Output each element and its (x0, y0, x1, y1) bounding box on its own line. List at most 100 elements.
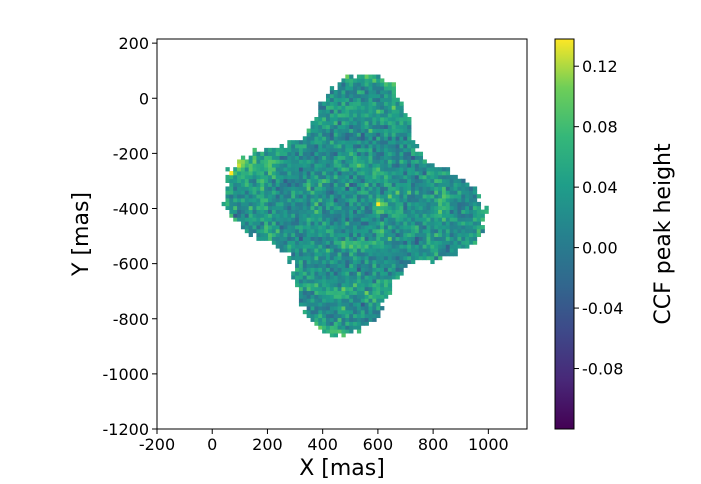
heatmap-cell (353, 144, 358, 149)
heatmap-cell (329, 275, 335, 280)
heatmap-cell (275, 201, 280, 207)
heatmap-cell (426, 213, 431, 218)
heatmap-cell (225, 205, 230, 211)
heatmap-cell (329, 171, 335, 176)
heatmap-cell (430, 240, 435, 245)
heatmap-cell (364, 279, 369, 284)
heatmap-cell (287, 174, 292, 180)
heatmap-cell (395, 113, 400, 118)
heatmap-cell (298, 228, 304, 234)
heatmap-cell (295, 182, 300, 187)
heatmap-cell (438, 198, 443, 203)
heatmap-cell (376, 89, 381, 95)
heatmap-cell (310, 309, 315, 315)
heatmap-cell (268, 163, 273, 168)
heatmap-cell (422, 194, 427, 199)
heatmap-cell (383, 271, 389, 276)
heatmap-cell (314, 155, 319, 160)
heatmap-cell (387, 221, 393, 226)
heatmap-cell (445, 201, 451, 207)
heatmap-cell (291, 159, 296, 164)
heatmap-cell (453, 213, 458, 218)
heatmap-cell (302, 263, 308, 268)
heatmap-cell (302, 255, 308, 261)
heatmap-cell (329, 279, 335, 284)
heatmap-cell (364, 140, 369, 145)
heatmap-cell (325, 267, 331, 272)
heatmap-cell (240, 225, 246, 230)
heatmap-cell (364, 252, 369, 257)
heatmap-cell (349, 236, 354, 241)
heatmap-cell (318, 140, 323, 145)
heatmap-cell (306, 144, 311, 149)
heatmap-cell (465, 209, 470, 214)
heatmap-cell (403, 213, 408, 218)
heatmap-cell (345, 93, 350, 99)
heatmap-cell (310, 174, 315, 180)
heatmap-cell (353, 78, 358, 83)
heatmap-cell (333, 113, 338, 118)
heatmap-cell (337, 217, 342, 222)
heatmap-cell (341, 78, 346, 83)
heatmap-cell (403, 186, 408, 191)
heatmap-cell (341, 248, 346, 253)
heatmap-cell (318, 232, 323, 238)
heatmap-cell (244, 182, 250, 187)
heatmap-cell (325, 105, 331, 110)
heatmap-cell (383, 267, 389, 272)
heatmap-cell (298, 167, 304, 172)
heatmap-cell (318, 267, 323, 272)
heatmap-cell (372, 151, 377, 156)
heatmap-cell (345, 198, 350, 203)
heatmap-cell (275, 228, 280, 234)
heatmap-cell (360, 263, 366, 268)
heatmap-cell (237, 194, 242, 199)
heatmap-cell (337, 263, 342, 268)
heatmap-cell (302, 171, 308, 176)
heatmap-cell (465, 201, 470, 207)
heatmap-cell (248, 221, 253, 226)
heatmap-cell (391, 240, 396, 245)
heatmap-cell (461, 213, 466, 218)
heatmap-cell (240, 182, 246, 187)
heatmap-cell (383, 136, 389, 141)
heatmap-cell (391, 117, 396, 122)
heatmap-cell (329, 244, 335, 249)
heatmap-cell (252, 201, 257, 207)
heatmap-cell (248, 182, 253, 187)
heatmap-cell (244, 228, 250, 234)
heatmap-cell (414, 225, 420, 230)
heatmap-cell (356, 171, 362, 176)
heatmap-cell (322, 105, 327, 110)
heatmap-cell (322, 252, 327, 257)
heatmap-cell (356, 309, 362, 315)
heatmap-cell (403, 209, 408, 214)
heatmap-cell (356, 120, 362, 126)
heatmap-cell (252, 155, 257, 160)
heatmap-cell (337, 329, 342, 334)
heatmap-cell (322, 244, 327, 249)
heatmap-cell (333, 213, 338, 218)
heatmap-cell (283, 190, 288, 195)
heatmap-cell (329, 86, 335, 91)
heatmap-cell (395, 136, 400, 141)
heatmap-cell (430, 186, 435, 191)
heatmap-cell (333, 174, 338, 180)
heatmap-cell (472, 194, 478, 199)
heatmap-cell (260, 205, 265, 211)
heatmap-cell (248, 205, 253, 211)
heatmap-cell (376, 201, 381, 207)
heatmap-cell (380, 236, 385, 241)
heatmap-cell (345, 78, 350, 83)
heatmap-cell (445, 221, 451, 226)
heatmap-cell (360, 221, 366, 226)
heatmap-cell (329, 302, 335, 307)
heatmap-cell (279, 147, 284, 153)
heatmap-cell (345, 302, 350, 307)
heatmap-cell (469, 190, 474, 195)
heatmap-cell (395, 232, 400, 238)
heatmap-cell (333, 317, 338, 322)
heatmap-cell (341, 279, 346, 284)
heatmap-cell (380, 136, 385, 141)
heatmap-cell (318, 132, 323, 137)
